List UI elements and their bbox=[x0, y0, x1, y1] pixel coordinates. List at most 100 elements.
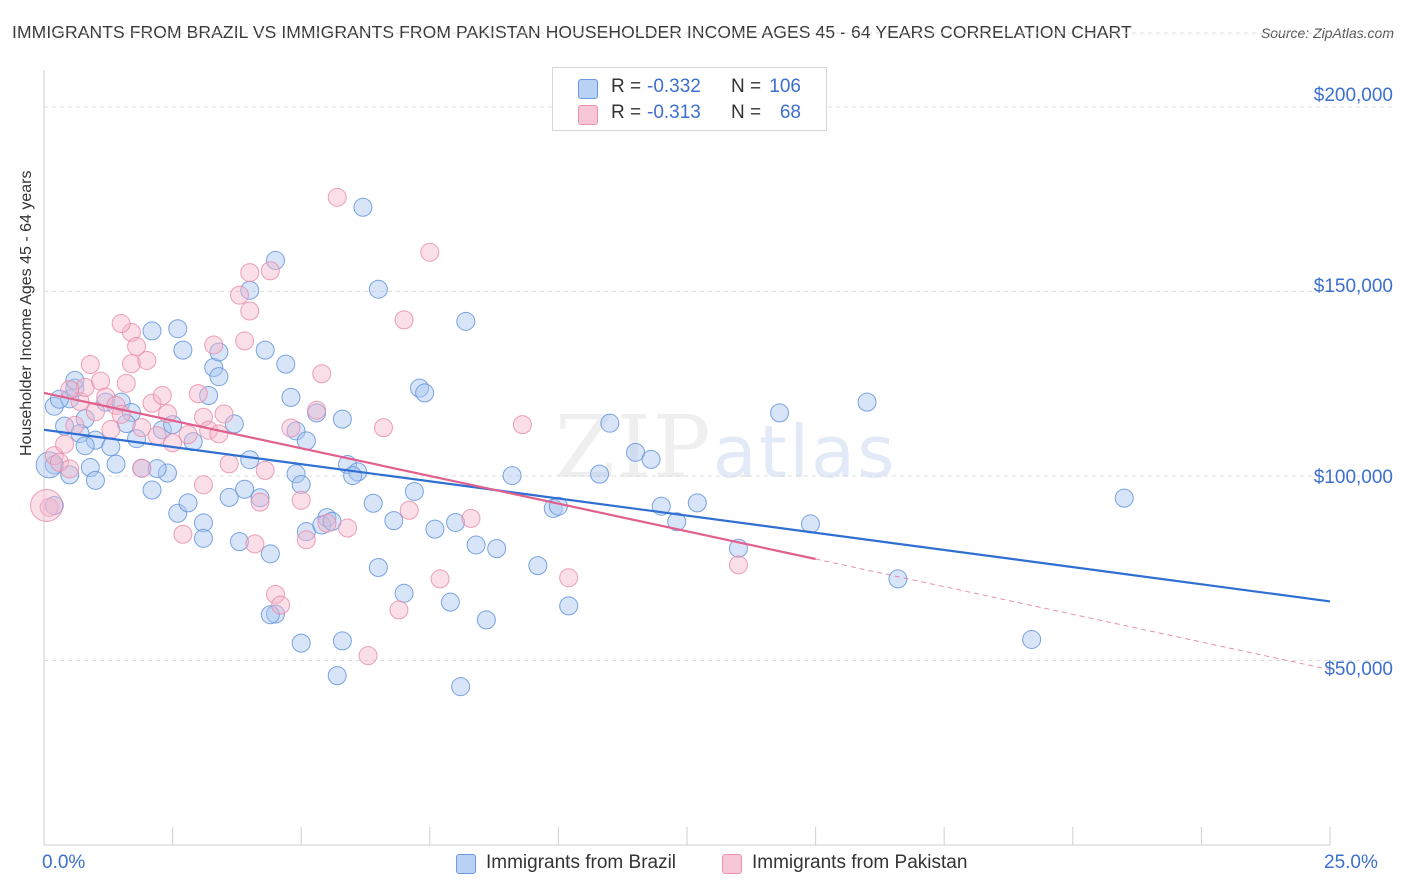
y-tick-label: $100,000 bbox=[1313, 467, 1393, 488]
watermark-atlas: atlas bbox=[712, 410, 897, 494]
brazil-point bbox=[291, 474, 311, 494]
legend-n-label: N = bbox=[731, 76, 762, 97]
pakistan-point bbox=[312, 364, 332, 384]
pakistan-point bbox=[271, 595, 291, 615]
brazil-point bbox=[353, 197, 373, 217]
x-tick-label: 0.0% bbox=[42, 852, 86, 873]
pakistan-point bbox=[55, 434, 75, 454]
brazil-point bbox=[1114, 488, 1134, 508]
pakistan-point bbox=[430, 569, 450, 589]
brazil-point bbox=[394, 583, 414, 603]
brazil-point bbox=[204, 357, 224, 377]
brazil-point bbox=[75, 436, 95, 456]
brazil-point bbox=[641, 449, 661, 469]
pakistan-point bbox=[281, 418, 301, 438]
pakistan-point bbox=[374, 418, 394, 438]
pakistan-point bbox=[250, 492, 270, 512]
brazil-point bbox=[600, 413, 620, 433]
pakistan-point bbox=[142, 393, 162, 413]
brazil-point bbox=[80, 457, 100, 477]
brazil-point bbox=[281, 387, 301, 407]
pakistan-point bbox=[60, 459, 80, 479]
pakistan-point bbox=[121, 354, 141, 374]
legend-row-brazil: R = -0.332 N = 106 bbox=[553, 76, 826, 102]
pakistan-point bbox=[240, 301, 260, 321]
brazil-point bbox=[193, 528, 213, 548]
pakistan-point bbox=[188, 384, 208, 404]
brazil-point bbox=[60, 465, 80, 485]
brazil-point bbox=[286, 421, 306, 441]
pakistan-point bbox=[358, 646, 378, 666]
pakistan-point bbox=[132, 458, 152, 478]
pakistan-point bbox=[399, 500, 419, 520]
brazil-point bbox=[255, 340, 275, 360]
pakistan-point bbox=[255, 460, 275, 480]
pakistan-legend-swatch bbox=[722, 854, 742, 874]
brazil-trend-line bbox=[43, 428, 1331, 603]
pakistan-point bbox=[394, 310, 414, 330]
brazil-point bbox=[415, 383, 435, 403]
y-axis-label: Householder Income Ages 45 - 64 years bbox=[18, 170, 35, 457]
brazil-point bbox=[384, 511, 404, 531]
pakistan-point bbox=[296, 530, 316, 550]
brazil-point bbox=[451, 677, 471, 697]
brazil-point bbox=[250, 488, 270, 508]
brazil-legend-swatch bbox=[456, 854, 476, 874]
legend-r-value: -0.313 bbox=[647, 102, 701, 123]
brazil-point bbox=[276, 354, 296, 374]
brazil-point bbox=[687, 493, 707, 513]
x-tick-label: 25.0% bbox=[1324, 852, 1378, 873]
pakistan-point bbox=[265, 584, 285, 604]
brazil-point bbox=[667, 512, 687, 532]
pakistan-point bbox=[317, 513, 337, 533]
brazil-point bbox=[168, 319, 188, 339]
legend-row-pakistan: R = -0.313 N = 68 bbox=[553, 102, 826, 128]
brazil-point bbox=[265, 250, 285, 270]
brazil-point bbox=[1022, 629, 1042, 649]
pakistan-point bbox=[291, 490, 311, 510]
pakistan-point bbox=[85, 402, 105, 422]
brazil-point bbox=[327, 666, 347, 686]
brazil-legend-label: Immigrants from Brazil bbox=[486, 852, 677, 873]
brazil-point bbox=[487, 539, 507, 559]
brazil-point bbox=[770, 403, 790, 423]
pakistan-point bbox=[39, 497, 59, 517]
legend-r-label: R = bbox=[611, 76, 642, 97]
pakistan-point bbox=[65, 415, 85, 435]
pakistan-trend-line bbox=[43, 391, 816, 561]
brazil-swatch bbox=[578, 79, 598, 99]
brazil-point bbox=[209, 367, 229, 387]
brazil-point bbox=[446, 512, 466, 532]
brazil-point bbox=[332, 409, 352, 429]
brazil-point bbox=[142, 480, 162, 500]
pakistan-point bbox=[30, 488, 64, 522]
pakistan-points bbox=[30, 187, 748, 666]
pakistan-point bbox=[91, 371, 111, 391]
y-tick-label: $50,000 bbox=[1324, 659, 1393, 680]
brazil-point bbox=[260, 605, 280, 625]
pakistan-point bbox=[127, 336, 147, 356]
pakistan-point bbox=[512, 415, 532, 435]
pakistan-point bbox=[101, 419, 121, 439]
legend-r-value: -0.332 bbox=[647, 76, 701, 97]
brazil-point bbox=[193, 513, 213, 533]
brazil-point bbox=[559, 596, 579, 616]
pakistan-point bbox=[193, 475, 213, 495]
pakistan-point bbox=[245, 534, 265, 554]
brazil-point bbox=[219, 487, 239, 507]
brazil-point bbox=[888, 569, 908, 589]
pakistan-point bbox=[389, 600, 409, 620]
watermark: ZIPatlas bbox=[555, 398, 897, 498]
brazil-point bbox=[147, 459, 167, 479]
legend-n-value: 106 bbox=[769, 76, 801, 97]
pakistan-point bbox=[214, 404, 234, 424]
brazil-point bbox=[502, 466, 522, 486]
brazil-point bbox=[857, 392, 877, 412]
pakistan-point bbox=[137, 350, 157, 370]
pakistan-point bbox=[235, 331, 255, 351]
legend-n-label: N = bbox=[731, 102, 762, 123]
pakistan-point bbox=[420, 242, 440, 262]
y-tick-label: $150,000 bbox=[1313, 276, 1393, 297]
pakistan-point bbox=[260, 261, 280, 281]
